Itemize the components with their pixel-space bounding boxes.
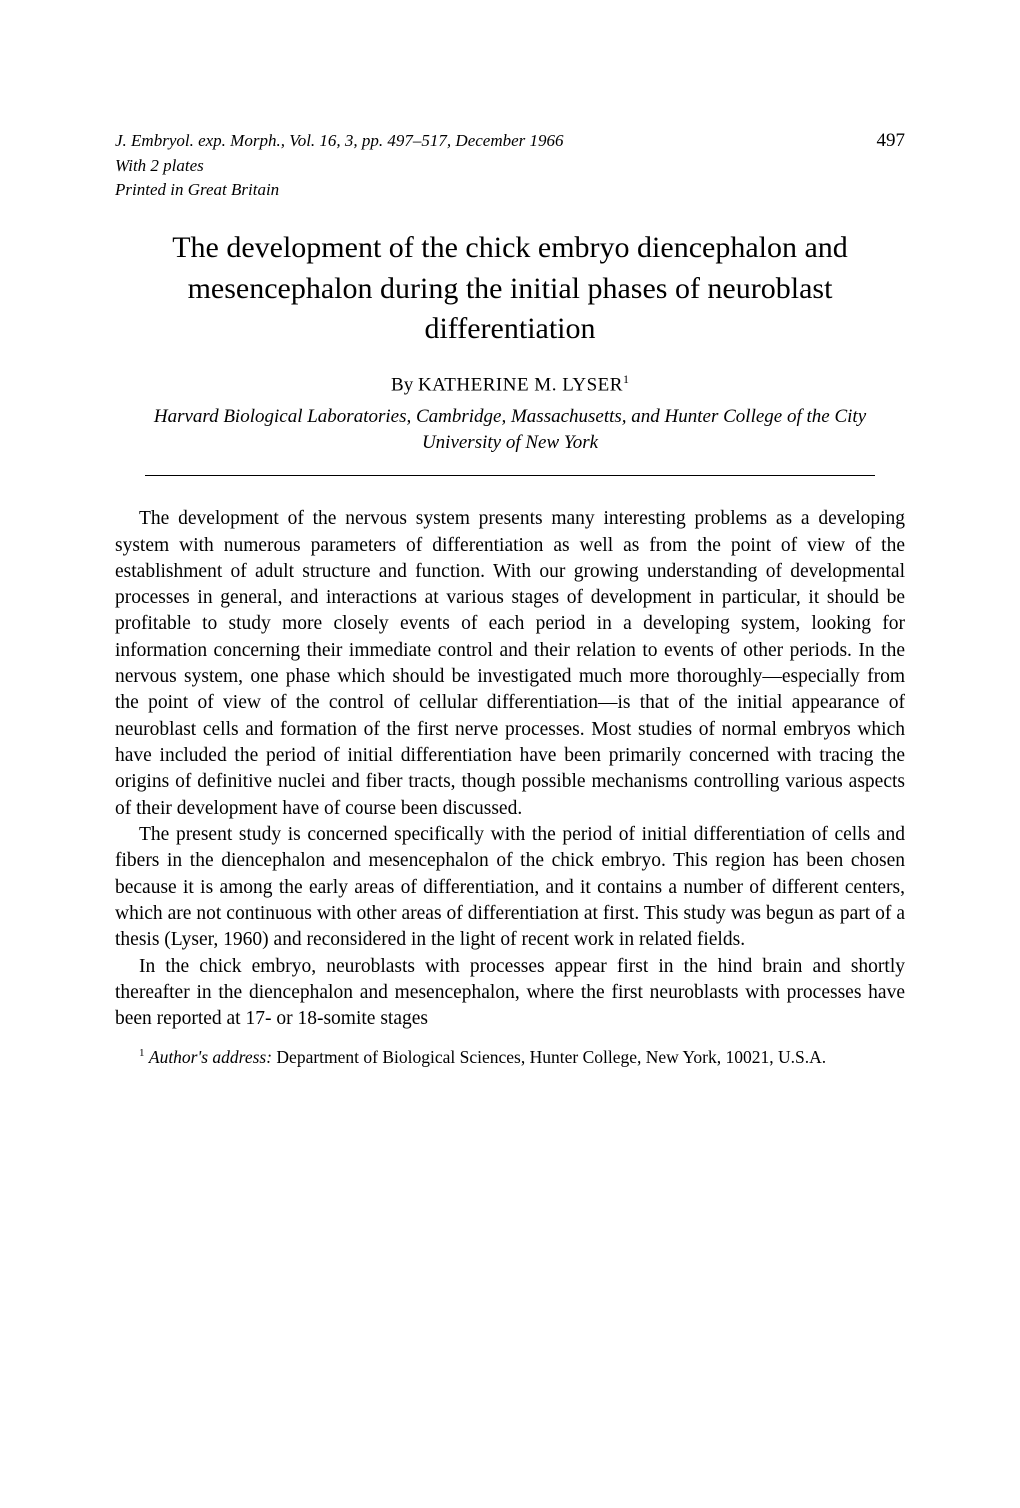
printed-note: Printed in Great Britain xyxy=(115,180,905,200)
header-row: J. Embryol. exp. Morph., Vol. 16, 3, pp.… xyxy=(115,130,905,152)
article-title: The development of the chick embryo dien… xyxy=(115,228,905,350)
author-affiliation: Harvard Biological Laboratories, Cambrid… xyxy=(115,404,905,455)
plates-note: With 2 plates xyxy=(115,156,905,176)
footnote-text: Department of Biological Sciences, Hunte… xyxy=(272,1047,826,1067)
author-footnote-marker: 1 xyxy=(623,372,629,386)
body-paragraph-2: The present study is concerned specifica… xyxy=(115,822,905,954)
author-name: KATHERINE M. LYSER xyxy=(418,374,623,395)
journal-citation: J. Embryol. exp. Morph., Vol. 16, 3, pp.… xyxy=(115,130,564,152)
title-divider xyxy=(145,475,875,476)
author-by: By xyxy=(391,374,418,395)
body-paragraph-1: The development of the nervous system pr… xyxy=(115,506,905,822)
footnote-label: Author's address: xyxy=(149,1047,272,1067)
body-paragraph-3: In the chick embryo, neuroblasts with pr… xyxy=(115,954,905,1033)
footnote-marker: 1 xyxy=(139,1048,145,1060)
footnote: 1 Author's address: Department of Biolog… xyxy=(115,1046,905,1070)
author-line: By KATHERINE M. LYSER1 xyxy=(115,372,905,396)
page-number: 497 xyxy=(877,130,906,152)
